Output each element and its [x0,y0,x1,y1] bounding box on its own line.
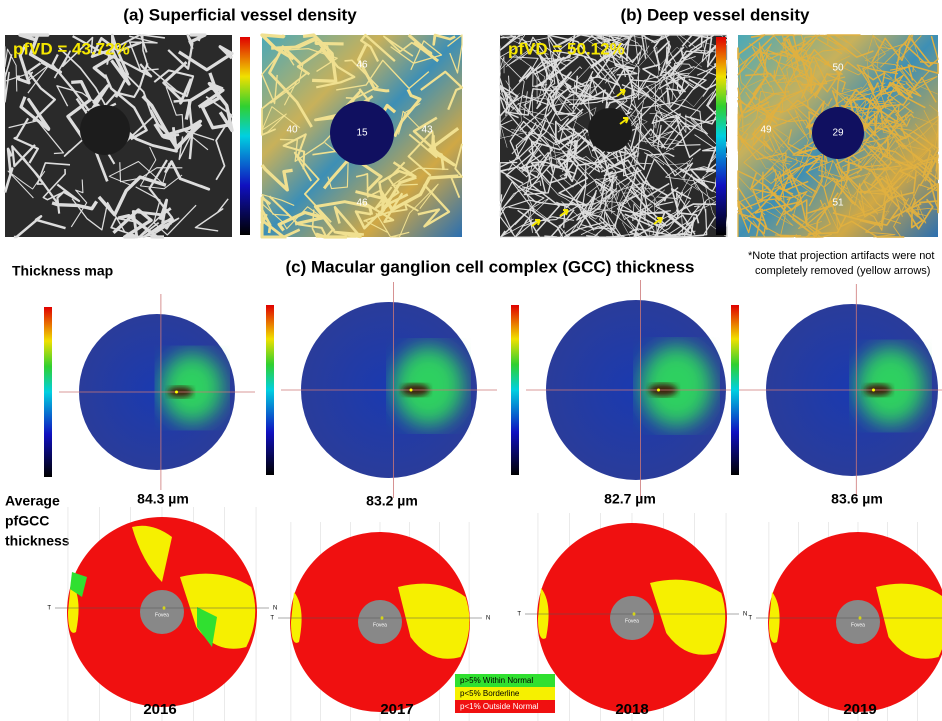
sector-value: 29 [832,128,844,139]
sector-value: 46 [356,60,368,71]
sector-value: 46 [356,198,368,209]
faz [80,105,130,155]
fovea-dot [175,391,178,394]
thick-region [161,353,223,423]
temporal: T [47,606,51,612]
colorbar [511,305,519,475]
pfvd: pfVD = 50.12% [508,39,625,58]
fovea-label: Fovea [625,618,639,624]
year: 2016 [143,701,176,718]
colorbar [266,305,274,475]
sector-value: 49 [760,125,772,136]
pfvd: pfVD = 43.72% [13,39,130,58]
legend-label: p<5% Borderline [460,689,520,698]
temporal: T [748,616,752,622]
avg-label: thickness [5,533,70,549]
fovea-label: Fovea [373,622,387,628]
avg-thickness: 84.3 µm [137,491,189,507]
colorbar [44,307,52,477]
legend-label: p>5% Within Normal [460,676,533,685]
avg-thickness: 83.2 µm [366,493,418,509]
section-title: (c) Macular ganglion cell complex (GCC) … [285,257,694,276]
colorbar [240,37,250,235]
thick-region [393,346,463,425]
thick-region [641,346,713,427]
thick-region [856,347,925,424]
year: 2019 [843,701,876,718]
colorbar [716,37,726,235]
panel-title: (a) Superficial vessel density [123,5,357,24]
panel-title: (b) Deep vessel density [621,5,811,24]
sector-value: 15 [356,128,368,139]
row-label: Thickness map [12,263,113,279]
legend-label: p<1% Outside Normal [460,702,539,711]
fovea-dot [657,389,660,392]
temporal: T [270,616,274,622]
temporal: T [517,612,521,618]
sector-value: 40 [286,125,298,136]
sector-value: 50 [832,63,844,74]
avg-label: Average [5,493,60,509]
nasal: N [743,612,747,618]
vessel [763,35,795,36]
avg-label: pfGCC [5,513,49,529]
sector-value: 43 [421,125,433,136]
fovea-dot [872,389,875,392]
avg-thickness: 82.7 µm [604,491,656,507]
fovea-label: Fovea [851,622,865,628]
fovea-dot [410,389,413,392]
year: 2017 [380,701,413,718]
faz [588,108,632,152]
colorbar [731,305,739,475]
sector-value: 51 [832,198,844,209]
year: 2018 [615,701,648,718]
fovea-label: Fovea [155,612,169,618]
note: *Note that projection artifacts were not [748,250,934,262]
note: completely removed (yellow arrows) [755,265,930,277]
nasal: N [486,616,490,622]
nasal: N [273,606,277,612]
figure: (a) Superficial vessel density pfVD = 43.… [0,0,942,721]
avg-thickness: 83.6 µm [831,491,883,507]
